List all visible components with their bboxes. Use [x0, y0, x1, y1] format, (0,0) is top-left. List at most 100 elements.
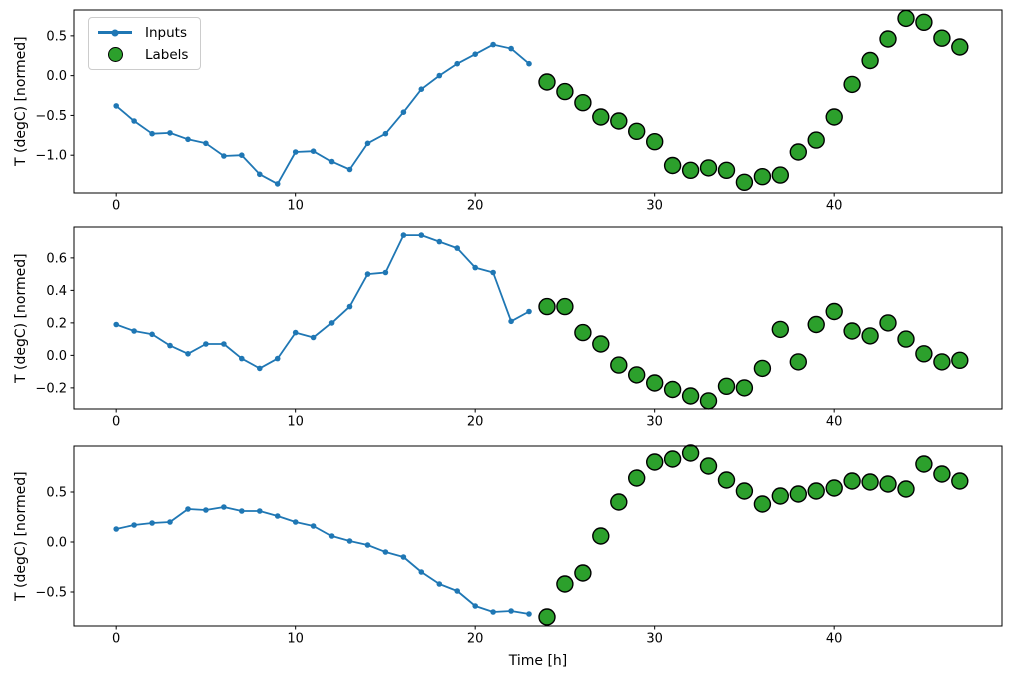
y-tick-label: 0.0	[46, 349, 67, 364]
inputs-marker	[167, 130, 173, 136]
labels-marker	[843, 75, 861, 94]
inputs-marker	[328, 158, 335, 165]
labels-marker	[735, 482, 754, 500]
inputs-marker	[454, 588, 461, 594]
labels-marker	[699, 159, 718, 177]
inputs-marker	[382, 130, 389, 137]
labels-marker	[628, 366, 646, 384]
y-tick-label: 0.5	[46, 29, 67, 44]
labels-marker	[556, 82, 574, 101]
inputs-marker	[490, 609, 496, 615]
inputs-marker	[364, 542, 371, 548]
labels-marker	[556, 297, 574, 316]
y-axis-label-middle: T (degC) [normed]	[13, 253, 29, 383]
x-tick-label: 20	[467, 198, 484, 213]
inputs-line-marker-icon	[98, 29, 132, 36]
labels-marker	[610, 493, 628, 511]
inputs-marker	[257, 365, 263, 372]
labels-marker	[933, 29, 951, 47]
inputs-line	[115, 234, 530, 370]
labels-marker	[771, 320, 789, 339]
y-axis-label-top: T (degC) [normed]	[13, 36, 29, 167]
inputs-marker	[185, 351, 191, 357]
inputs-marker	[149, 130, 155, 137]
x-tick-label: 40	[826, 631, 843, 646]
labels-marker	[574, 323, 592, 342]
labels-marker	[897, 9, 915, 28]
inputs-marker	[239, 508, 245, 514]
legend-handle-inputs	[98, 29, 135, 36]
inputs-marker	[418, 86, 425, 92]
labels-marker	[610, 356, 628, 374]
labels-marker	[717, 161, 736, 180]
inputs-marker	[221, 153, 227, 159]
inputs-marker	[436, 72, 443, 79]
y-tick-label: −0.5	[35, 586, 67, 601]
labels-marker	[592, 527, 610, 545]
inputs-marker	[454, 245, 461, 251]
x-tick-label: 0	[112, 414, 120, 429]
y-tick-label: 0.6	[46, 251, 67, 266]
labels-marker	[663, 156, 682, 175]
labels-marker	[879, 475, 897, 493]
inputs-marker	[221, 504, 227, 510]
inputs-marker	[203, 140, 209, 147]
labels-marker	[699, 392, 718, 410]
inputs-marker	[328, 320, 335, 326]
inputs-marker	[526, 308, 532, 315]
labels-marker	[663, 380, 682, 399]
x-tick-label: 40	[826, 198, 843, 213]
x-tick-label: 0	[112, 631, 120, 646]
x-tick-label: 40	[826, 414, 843, 429]
inputs-marker	[400, 554, 407, 560]
labels-marker	[861, 51, 879, 70]
x-tick-label: 0	[112, 198, 120, 213]
x-tick-label: 10	[287, 631, 304, 646]
y-tick-label: 0.0	[46, 69, 67, 84]
subplot-bottom: 0 10 20 30 40 0.5 0.0 −0.5	[35, 444, 1003, 646]
legend-label-inputs: Inputs	[145, 24, 187, 41]
inputs-marker	[526, 60, 532, 67]
x-tick-label: 10	[287, 198, 304, 213]
inputs-marker	[436, 581, 443, 587]
labels-marker	[807, 482, 825, 500]
labels-marker	[771, 166, 789, 184]
inputs-marker	[310, 523, 317, 529]
labels-marker	[628, 122, 646, 141]
labels-marker	[592, 108, 610, 126]
labels-marker	[951, 38, 969, 56]
inputs-marker	[131, 522, 137, 528]
labels-marker	[825, 302, 843, 321]
legend-label-labels: Labels	[145, 46, 189, 63]
inputs-marker	[131, 328, 137, 334]
inputs-marker	[472, 264, 479, 271]
inputs-marker	[203, 507, 209, 513]
inputs-marker	[508, 45, 514, 52]
labels-marker	[789, 353, 807, 371]
x-tick-label: 30	[646, 631, 663, 646]
inputs-marker	[436, 238, 443, 245]
inputs-marker	[418, 569, 425, 575]
inputs-marker	[382, 269, 389, 276]
inputs-marker	[526, 611, 532, 617]
labels-marker	[663, 450, 682, 468]
labels-marker	[897, 480, 915, 498]
labels-marker	[843, 472, 861, 490]
labels-marker	[915, 13, 933, 31]
inputs-marker	[400, 232, 407, 238]
labels-marker	[717, 471, 736, 489]
labels-marker	[861, 473, 879, 491]
labels-marker	[681, 444, 700, 462]
inputs-marker	[328, 533, 335, 539]
labels-marker	[681, 161, 700, 180]
axes-frame	[73, 226, 1003, 410]
labels-marker	[574, 93, 592, 112]
inputs-marker	[113, 526, 119, 532]
labels-marker	[592, 335, 610, 353]
inputs-marker	[239, 152, 245, 158]
labels-marker	[538, 297, 556, 316]
labels-marker	[646, 374, 664, 392]
inputs-marker	[292, 329, 299, 336]
labels-marker	[610, 112, 628, 130]
